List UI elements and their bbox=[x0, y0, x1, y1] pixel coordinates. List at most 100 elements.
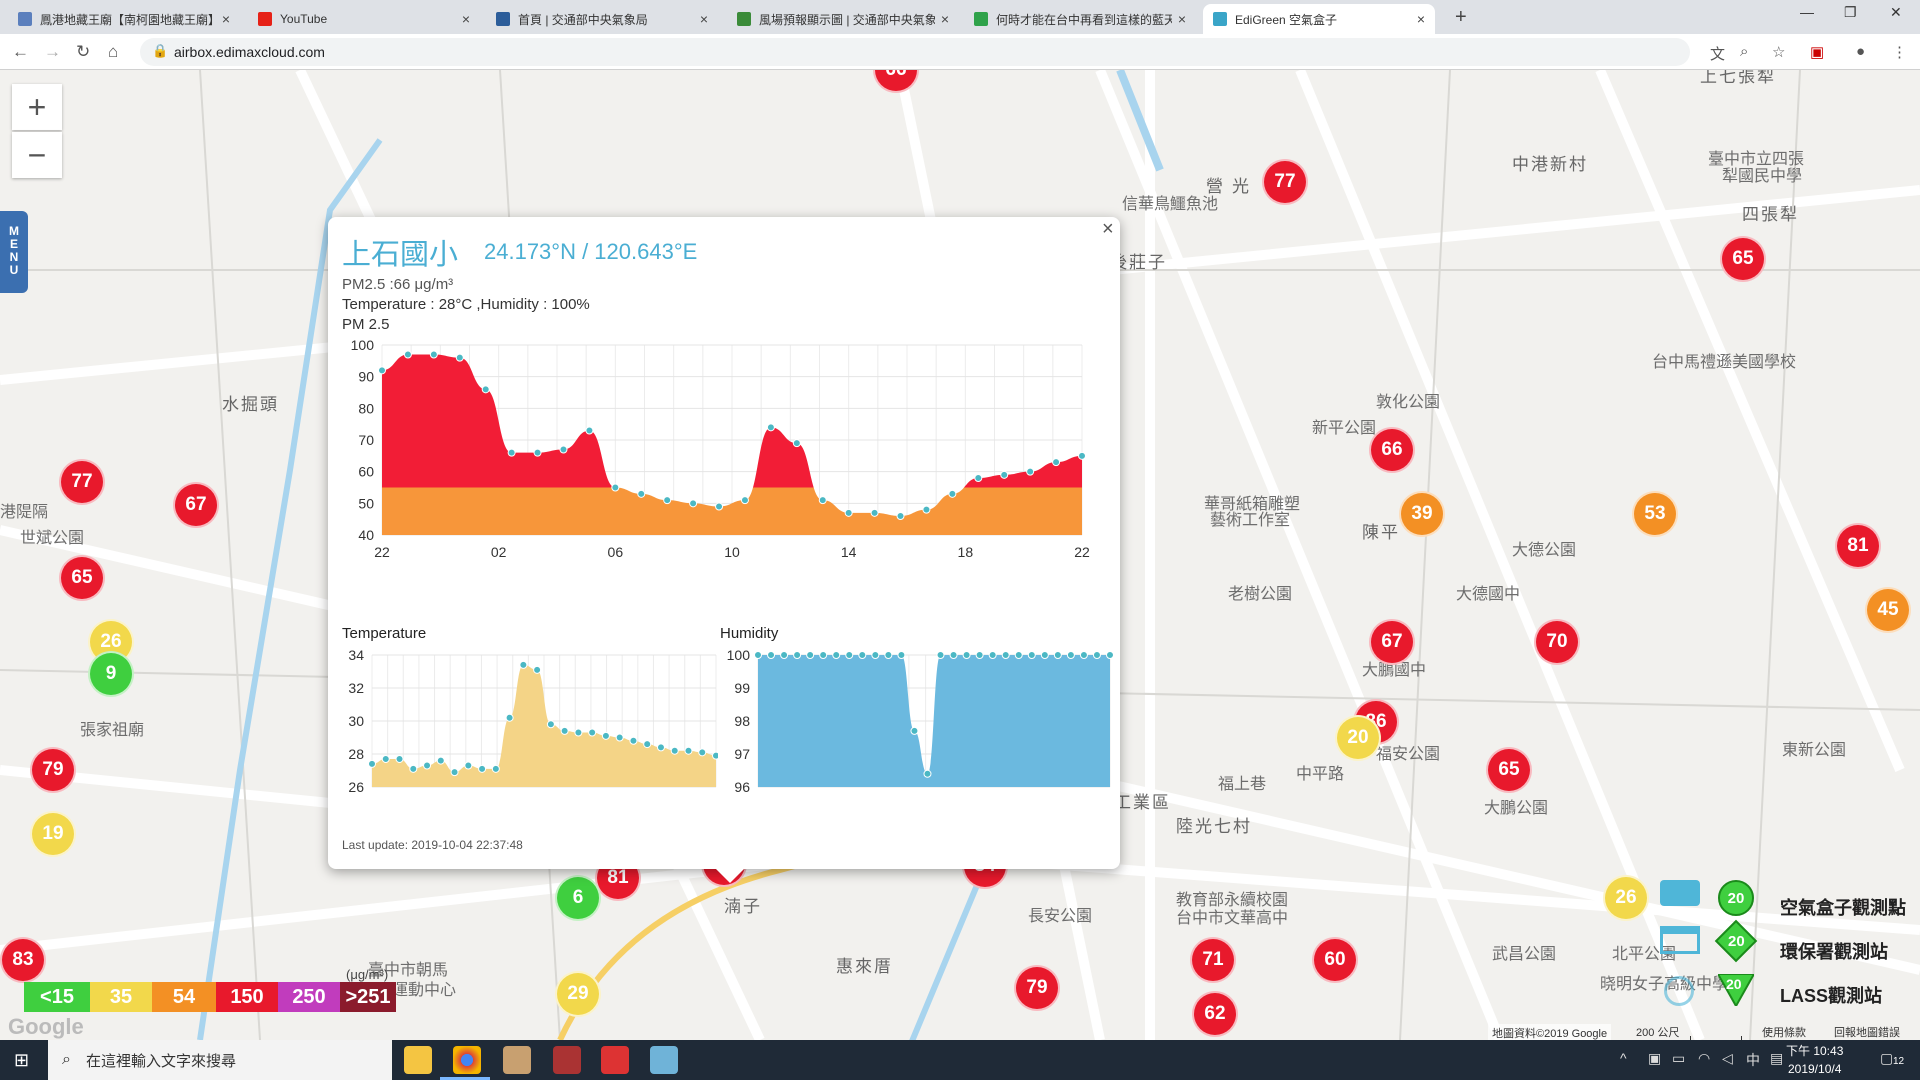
minimize-button[interactable]: — bbox=[1800, 4, 1814, 20]
zoom-out-button[interactable]: − bbox=[12, 132, 62, 178]
tab-close-icon[interactable]: × bbox=[940, 11, 949, 27]
air-quality-marker[interactable]: 9 bbox=[88, 651, 134, 697]
tab-favicon-icon bbox=[496, 12, 510, 26]
air-quality-marker[interactable]: 53 bbox=[1632, 491, 1678, 537]
y-tick-label: 90 bbox=[358, 369, 374, 385]
data-point bbox=[368, 759, 376, 768]
air-quality-marker[interactable]: 65 bbox=[59, 555, 105, 601]
air-quality-marker[interactable]: 77 bbox=[1262, 159, 1308, 205]
tab-title: 風場預報顯示圖 | 交通部中央氣象局 bbox=[759, 12, 935, 27]
air-quality-marker[interactable]: 65 bbox=[1720, 236, 1766, 282]
extension-icon[interactable]: ▣ bbox=[1810, 44, 1825, 61]
air-quality-marker[interactable]: 20 bbox=[1335, 715, 1381, 761]
app-icon-3[interactable] bbox=[601, 1046, 629, 1074]
map-place-label: 台中馬禮遜美國學校 bbox=[1652, 354, 1797, 371]
legend-unit: (μg/m³) bbox=[346, 967, 389, 982]
translate-icon[interactable]: 文 bbox=[1710, 46, 1726, 63]
report-error-link[interactable]: 回報地圖錯誤 bbox=[1834, 1027, 1900, 1039]
close-window-button[interactable]: ✕ bbox=[1890, 4, 1902, 20]
temperature-chart-title: Temperature bbox=[342, 625, 427, 642]
air-quality-marker[interactable]: 83 bbox=[0, 937, 46, 983]
windows-start-icon[interactable]: ⊞ bbox=[14, 1050, 30, 1070]
data-point bbox=[663, 496, 672, 505]
zoom-in-button[interactable]: + bbox=[12, 84, 62, 130]
browser-tab[interactable]: 何時才能在台中再看到這樣的藍天 × bbox=[964, 4, 1196, 34]
app-icon-4[interactable] bbox=[650, 1046, 678, 1074]
data-point bbox=[533, 448, 542, 457]
data-point bbox=[560, 726, 569, 735]
airbox-sample-marker: 20 bbox=[1718, 880, 1754, 916]
browser-tab[interactable]: YouTube × bbox=[248, 4, 480, 34]
air-quality-marker[interactable]: 45 bbox=[1865, 587, 1911, 633]
air-quality-marker[interactable]: 67 bbox=[1369, 619, 1415, 665]
zoom-icon[interactable]: ⌕ bbox=[1740, 43, 1749, 60]
pm-reading: PM2.5 :66 μg/m³ bbox=[342, 276, 454, 293]
air-quality-marker[interactable]: 77 bbox=[59, 459, 105, 505]
bookmark-star-icon[interactable]: ☆ bbox=[1772, 44, 1786, 61]
air-quality-marker[interactable]: 39 bbox=[1399, 491, 1445, 537]
map-canvas[interactable]: 上七張犁 中港新村 四張犁 後莊子 水掘頭 敦化公園 新平公園 陳平 大德公園 老樹公園 大鵬公園西… bbox=[0, 70, 1920, 1040]
wifi-icon[interactable]: ◠ bbox=[1698, 1050, 1711, 1066]
series-area bbox=[758, 655, 1110, 787]
keyboard-icon[interactable]: ▤ bbox=[1770, 1050, 1784, 1066]
data-point bbox=[974, 474, 983, 482]
air-quality-marker[interactable]: 29 bbox=[555, 971, 601, 1017]
tab-close-icon[interactable]: × bbox=[461, 11, 470, 27]
browser-tab[interactable]: 首頁 | 交通部中央氣象局 × bbox=[486, 4, 718, 34]
legend-swatch: 250 bbox=[278, 982, 340, 1012]
file-explorer-icon[interactable] bbox=[404, 1046, 432, 1074]
air-quality-marker[interactable]: 6 bbox=[555, 875, 601, 921]
volume-icon[interactable]: ◁ bbox=[1722, 1050, 1733, 1066]
browser-tab[interactable]: 風場預報顯示圖 | 交通部中央氣象局 × bbox=[727, 4, 959, 34]
new-tab-button[interactable]: + bbox=[1455, 6, 1467, 28]
air-quality-marker[interactable]: 65 bbox=[1486, 747, 1532, 793]
taskbar-search[interactable]: ⌕ 在這裡輸入文字來搜尋 bbox=[48, 1040, 392, 1080]
air-quality-marker[interactable]: 70 bbox=[1534, 619, 1580, 665]
browser-tab[interactable]: EdiGreen 空氣盒子 × bbox=[1203, 4, 1435, 34]
terms-link[interactable]: 使用條款 bbox=[1762, 1027, 1806, 1039]
home-icon[interactable]: ⌂ bbox=[108, 42, 119, 61]
tab-close-icon[interactable]: × bbox=[221, 11, 230, 27]
air-quality-marker[interactable]: 81 bbox=[1835, 523, 1881, 569]
air-quality-marker[interactable]: 66 bbox=[1369, 427, 1415, 473]
tab-close-icon[interactable]: × bbox=[1177, 11, 1186, 27]
air-quality-marker[interactable]: 79 bbox=[30, 747, 76, 793]
app-icon-1[interactable] bbox=[503, 1046, 531, 1074]
clock[interactable]: 下午 10:43 2019/10/4 bbox=[1786, 1042, 1843, 1078]
omnibox[interactable]: 🔒 airbox.edimaxcloud.com bbox=[140, 38, 1690, 66]
data-point bbox=[948, 489, 957, 498]
air-quality-marker[interactable]: 62 bbox=[1192, 991, 1238, 1037]
air-quality-marker[interactable]: 67 bbox=[173, 482, 219, 528]
data-point bbox=[806, 651, 815, 659]
x-tick-label: 06 bbox=[608, 544, 624, 557]
search-icon: ⌕ bbox=[62, 1051, 71, 1068]
chrome-icon[interactable] bbox=[453, 1046, 481, 1074]
data-point bbox=[637, 489, 646, 498]
close-popup-button[interactable]: × bbox=[1102, 218, 1114, 240]
maximize-button[interactable]: ❐ bbox=[1844, 4, 1857, 20]
tab-favicon-icon bbox=[1213, 12, 1227, 26]
back-icon[interactable]: ← bbox=[12, 42, 29, 61]
browser-tab[interactable]: 鳳港地藏王廟【南柯園地藏王廟】 × bbox=[8, 4, 240, 34]
tab-close-icon[interactable]: × bbox=[1416, 11, 1425, 27]
data-point bbox=[689, 499, 698, 508]
tray-shield-icon[interactable]: ▣ bbox=[1648, 1050, 1662, 1066]
air-quality-marker[interactable]: 71 bbox=[1190, 937, 1236, 983]
forward-icon[interactable]: → bbox=[44, 42, 61, 61]
air-quality-marker[interactable]: 26 bbox=[1603, 875, 1649, 921]
data-point bbox=[740, 496, 749, 505]
air-quality-marker[interactable]: 79 bbox=[1014, 965, 1060, 1011]
tab-close-icon[interactable]: × bbox=[699, 11, 708, 27]
ime-label[interactable]: 中 bbox=[1746, 1052, 1760, 1068]
profile-icon[interactable]: ● bbox=[1856, 43, 1866, 60]
menu-tab-button[interactable]: MENU bbox=[0, 211, 28, 293]
menu-dots-icon[interactable]: ⋮ bbox=[1892, 44, 1907, 61]
map-place-label: 華哥紙箱雕塑 bbox=[1204, 496, 1301, 513]
reload-icon[interactable]: ↻ bbox=[76, 42, 91, 61]
app-icon-2[interactable] bbox=[553, 1046, 581, 1074]
battery-icon[interactable]: ▭ bbox=[1672, 1050, 1686, 1066]
notification-icon[interactable]: ▢ bbox=[1880, 1050, 1894, 1066]
tray-up-icon[interactable]: ^ bbox=[1620, 1050, 1627, 1066]
air-quality-marker[interactable]: 19 bbox=[30, 811, 76, 857]
air-quality-marker[interactable]: 60 bbox=[1312, 937, 1358, 983]
